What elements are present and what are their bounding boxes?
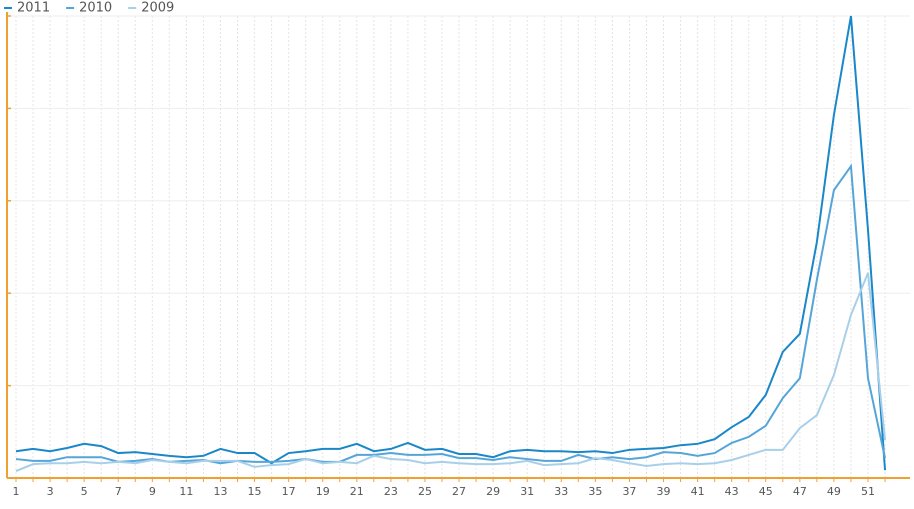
x-tick-label: 27 xyxy=(452,485,466,498)
x-tick-label: 29 xyxy=(486,485,500,498)
x-tick-label: 45 xyxy=(759,485,773,498)
x-tick-label: 3 xyxy=(47,485,54,498)
x-tick-label: 49 xyxy=(827,485,841,498)
x-tick-label: 7 xyxy=(115,485,122,498)
x-tick-label: 9 xyxy=(149,485,156,498)
x-tick-label: 31 xyxy=(520,485,534,498)
x-tick-label: 21 xyxy=(350,485,364,498)
x-tick-label: 25 xyxy=(418,485,432,498)
legend-label: 2010 xyxy=(79,1,112,16)
x-tick-label: 1 xyxy=(13,485,20,498)
series-line xyxy=(15,15,887,471)
x-tick-label: 13 xyxy=(213,485,227,498)
x-tick-label: 17 xyxy=(282,485,296,498)
x-tick-label: 51 xyxy=(861,485,875,498)
legend-label: 2011 xyxy=(17,1,50,16)
x-tick-label: 35 xyxy=(588,485,602,498)
x-tick-label: 37 xyxy=(622,485,636,498)
x-tick-label: 33 xyxy=(554,485,568,498)
legend: 2011 2010 2009 xyxy=(4,1,174,16)
x-tick-label: 41 xyxy=(691,485,705,498)
x-tick-label: 5 xyxy=(81,485,88,498)
x-tick-label: 23 xyxy=(384,485,398,498)
x-tick-label: 19 xyxy=(316,485,330,498)
x-tick-label: 43 xyxy=(725,485,739,498)
series-line xyxy=(15,163,887,465)
x-tick-label: 39 xyxy=(657,485,671,498)
x-tick-label: 11 xyxy=(179,485,193,498)
legend-label: 2009 xyxy=(141,1,174,16)
x-tick-label: 47 xyxy=(793,485,807,498)
x-tick-label: 15 xyxy=(248,485,262,498)
series-line xyxy=(15,272,887,472)
